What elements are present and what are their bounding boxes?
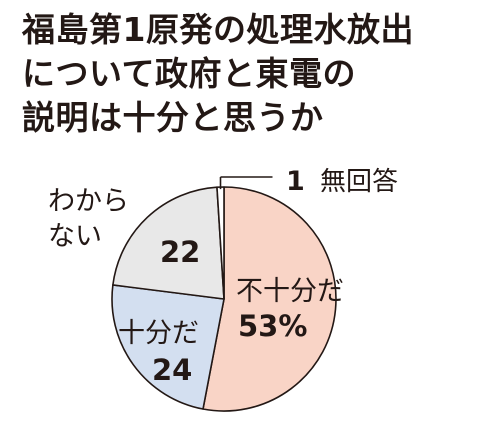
slice-label-insufficient: 不十分だ [236, 276, 344, 307]
pie-slice-insufficient [202, 186, 337, 412]
slice-label-dont-know-line-2: ない [48, 221, 102, 252]
slice-value-no-answer: 1 [286, 166, 305, 197]
slice-label-dont-know-line-1: わから [48, 186, 129, 217]
chart-title: 福島第1原発の処理水放出 について政府と東電の 説明は十分と思うか [22, 8, 492, 140]
slice-label-no-answer: 無回答 [320, 167, 398, 197]
slice-value-insufficient: 53% [238, 309, 307, 343]
slice-label-sufficient: 十分だ [118, 318, 199, 349]
chart-title-line-3: 説明は十分と思うか [22, 98, 324, 137]
slice-value-sufficient: 24 [152, 353, 192, 387]
pie-slice-dont-know [112, 186, 225, 300]
pie-slice-sufficient [111, 284, 225, 410]
slice-value-dont-know: 22 [160, 235, 200, 269]
chart-title-line-1: 福島第1原発の処理水放出 [22, 10, 414, 49]
chart-title-line-2: について政府と東電の [22, 54, 357, 93]
